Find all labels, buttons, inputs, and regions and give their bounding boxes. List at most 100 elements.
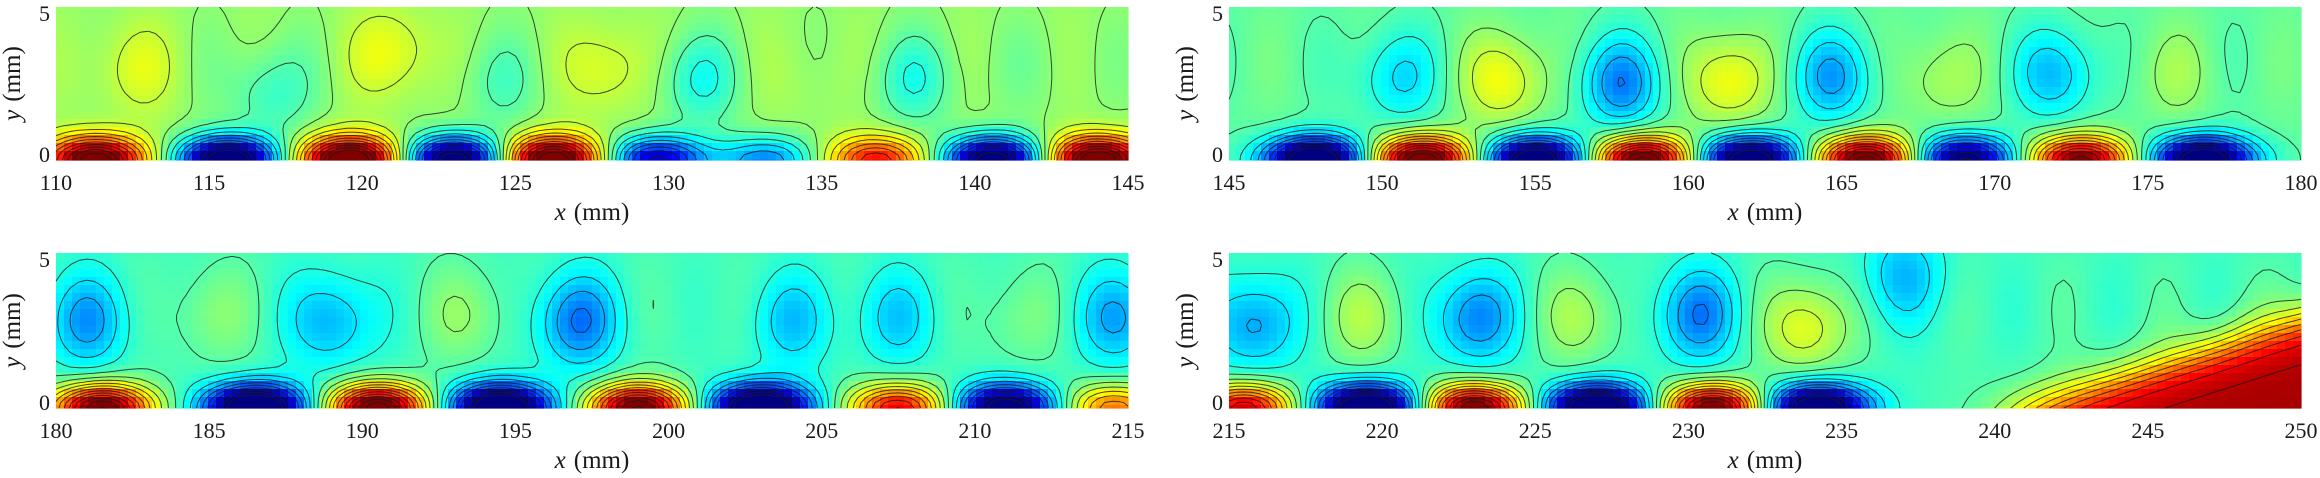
heatmap-cell [2077,63,2086,72]
heatmap-cell [1621,31,1630,40]
heatmap-cell [2181,39,2190,48]
heatmap-cell [1056,63,1065,72]
heatmap-cell [1749,71,1758,80]
heatmap-cell [696,15,705,24]
heatmap-cell [1997,135,2006,144]
heatmap-cell [960,151,969,160]
heatmap-cell [272,143,281,152]
heatmap-cell [736,71,745,80]
heatmap-cell [448,15,457,24]
heatmap-cell [1024,47,1033,56]
heatmap-cell [336,111,345,120]
heatmap-cell [736,79,745,88]
heatmap-cell [704,87,713,96]
x-tick-label: 135 [805,170,838,195]
heatmap-cell [472,135,481,144]
heatmap-cell [2101,71,2110,80]
heatmap-cell [168,159,177,161]
heatmap-cell [2133,71,2142,80]
heatmap-cell [1541,47,1550,56]
heatmap-cell [2277,111,2286,120]
heatmap-cell [1032,7,1041,16]
heatmap-cell [1701,39,1710,48]
heatmap-cell [192,135,201,144]
heatmap-cell [1445,23,1454,32]
heatmap-cell [2165,23,2174,32]
heatmap-cell [1749,95,1758,104]
heatmap-cell [440,79,449,88]
heatmap-cell [1397,7,1406,16]
heatmap-cell [1493,63,1502,72]
heatmap-cell [288,127,297,136]
heatmap-cell [816,31,825,40]
heatmap-cell [2157,63,2166,72]
heatmap-cell [1309,71,1318,80]
heatmap-cell [960,55,969,64]
heatmap-cell [472,23,481,32]
heatmap-cell [960,47,969,56]
heatmap-cell [640,7,649,16]
heatmap-cell [920,119,929,128]
heatmap-cell [400,15,409,24]
heatmap-cell [360,39,369,48]
heatmap-cell [856,151,865,160]
heatmap-cell [2069,15,2078,24]
heatmap-cell [1064,23,1073,32]
heatmap-cell [1405,39,1414,48]
heatmap-cell [392,63,401,72]
heatmap-cell [96,71,105,80]
heatmap-cell [2005,47,2014,56]
heatmap-cell [1837,87,1846,96]
heatmap-cell [1613,7,1622,16]
heatmap-cell [1565,23,1574,32]
heatmap-cell [832,111,841,120]
heatmap-cell [784,103,793,112]
heatmap-cell [2197,87,2206,96]
heatmap-cell [1997,79,2006,88]
heatmap-cell [1493,15,1502,24]
heatmap-cell [832,39,841,48]
heatmap-cell [1869,79,1878,88]
heatmap-cell [1837,71,1846,80]
heatmap-cell [544,23,553,32]
heatmap-cell [1445,103,1454,112]
heatmap-cell [616,119,625,128]
heatmap-cell [2237,87,2246,96]
heatmap-cell [1008,95,1017,104]
heatmap-cell [608,79,617,88]
heatmap-cell [288,55,297,64]
heatmap-cell [1381,15,1390,24]
heatmap-cell [64,111,73,120]
heatmap-cell [648,7,657,16]
heatmap-cell [352,23,361,32]
heatmap-cell [128,87,137,96]
heatmap-cell [1989,47,1998,56]
heatmap-cell [632,23,641,32]
heatmap-cell [1829,87,1838,96]
heatmap-cell [232,103,241,112]
heatmap-cell [1269,95,1278,104]
heatmap-cell [1685,31,1694,40]
heatmap-cell [976,39,985,48]
heatmap-cell [896,63,905,72]
heatmap-cell [1373,15,1382,24]
heatmap-cell [1357,15,1366,24]
heatmap-cell [568,63,577,72]
heatmap-cell [808,111,817,120]
heatmap-cell [1357,79,1366,88]
heatmap-cell [800,87,809,96]
heatmap-cell [224,15,233,24]
heatmap-cell [560,103,569,112]
heatmap-cell [984,95,993,104]
heatmap-cell [2197,39,2206,48]
heatmap-cell [416,47,425,56]
heatmap-cell [120,71,129,80]
heatmap-cell [968,103,977,112]
heatmap-cell [88,7,97,16]
heatmap-cell [2213,23,2222,32]
heatmap-cell [1549,39,1558,48]
heatmap-cell [176,15,185,24]
heatmap-cell [224,127,233,136]
heatmap-cell [1965,55,1974,64]
heatmap-cell [1405,119,1414,128]
